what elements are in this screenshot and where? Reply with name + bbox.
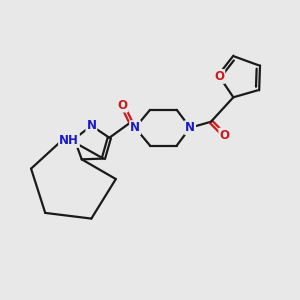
Text: N: N [130,121,140,134]
Text: N: N [86,119,96,132]
Text: O: O [219,129,229,142]
Text: O: O [117,99,128,112]
Text: NH: NH [59,134,79,147]
Text: N: N [185,121,195,134]
Text: O: O [214,70,224,83]
